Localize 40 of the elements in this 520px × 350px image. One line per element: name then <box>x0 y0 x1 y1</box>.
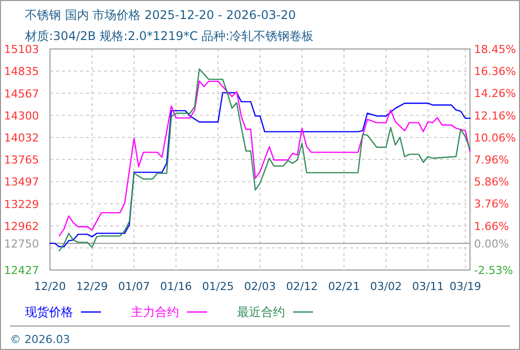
legend-label: 现货价格 <box>25 305 73 319</box>
y2-tick-label: 12.16% <box>474 109 516 122</box>
y-tick-label: 12427 <box>4 264 39 277</box>
line-series <box>49 92 471 248</box>
x-tick-label: 12/20 <box>34 280 66 293</box>
x-tick-label: 02/21 <box>328 280 360 293</box>
y2-tick-label: 16.36% <box>474 65 516 78</box>
y-tick-label: 12750 <box>4 237 39 250</box>
y2-tick-label: -2.53% <box>474 264 513 277</box>
chart-subtitle: 材质:304/2B 规格:2.0*1219*C 品种:冷轧不锈钢卷板 <box>24 29 314 43</box>
y-tick-label: 14300 <box>4 109 39 122</box>
y-tick-label: 13229 <box>4 198 39 211</box>
x-tick-label: 03/19 <box>449 280 482 293</box>
y-tick-label: 13765 <box>4 154 39 166</box>
x-tick-label: 01/16 <box>160 280 192 293</box>
legend-label: 主力合约 <box>131 305 179 319</box>
x-tick-label: 03/11 <box>412 280 444 293</box>
chart-title: 不锈钢 国内 市场价格 2025-12-20 - 2026-03-20 <box>25 8 296 22</box>
y2-tick-label: 5.86% <box>474 176 509 189</box>
x-tick-label: 01/07 <box>118 280 150 293</box>
x-tick-label: 02/03 <box>244 280 276 293</box>
x-tick-label: 02/12 <box>286 280 318 293</box>
x-tick-label: 03/02 <box>370 280 402 293</box>
x-tick-label: 01/25 <box>202 280 234 293</box>
y-tick-label: 14835 <box>4 65 39 78</box>
y2-tick-label: 10.06% <box>474 131 516 144</box>
y2-tick-label: 3.76% <box>474 198 509 211</box>
y2-tick-label: 0.00% <box>474 237 509 250</box>
y-tick-label: 14032 <box>4 131 39 144</box>
y2-tick-label: 18.45% <box>474 43 516 56</box>
y-tick-label: 14567 <box>4 87 39 100</box>
x-tick-label: 12/29 <box>76 280 108 293</box>
y-tick-label: 12962 <box>4 220 39 233</box>
y2-tick-label: 1.66% <box>474 220 509 233</box>
text: © 2026.03 <box>10 333 70 346</box>
legend-label: 最近合约 <box>237 305 285 319</box>
y-tick-label: 13497 <box>4 176 39 189</box>
y2-tick-label: 7.96% <box>474 154 509 166</box>
y-tick-label: 15103 <box>4 43 39 56</box>
y2-tick-label: 14.26% <box>474 87 516 100</box>
